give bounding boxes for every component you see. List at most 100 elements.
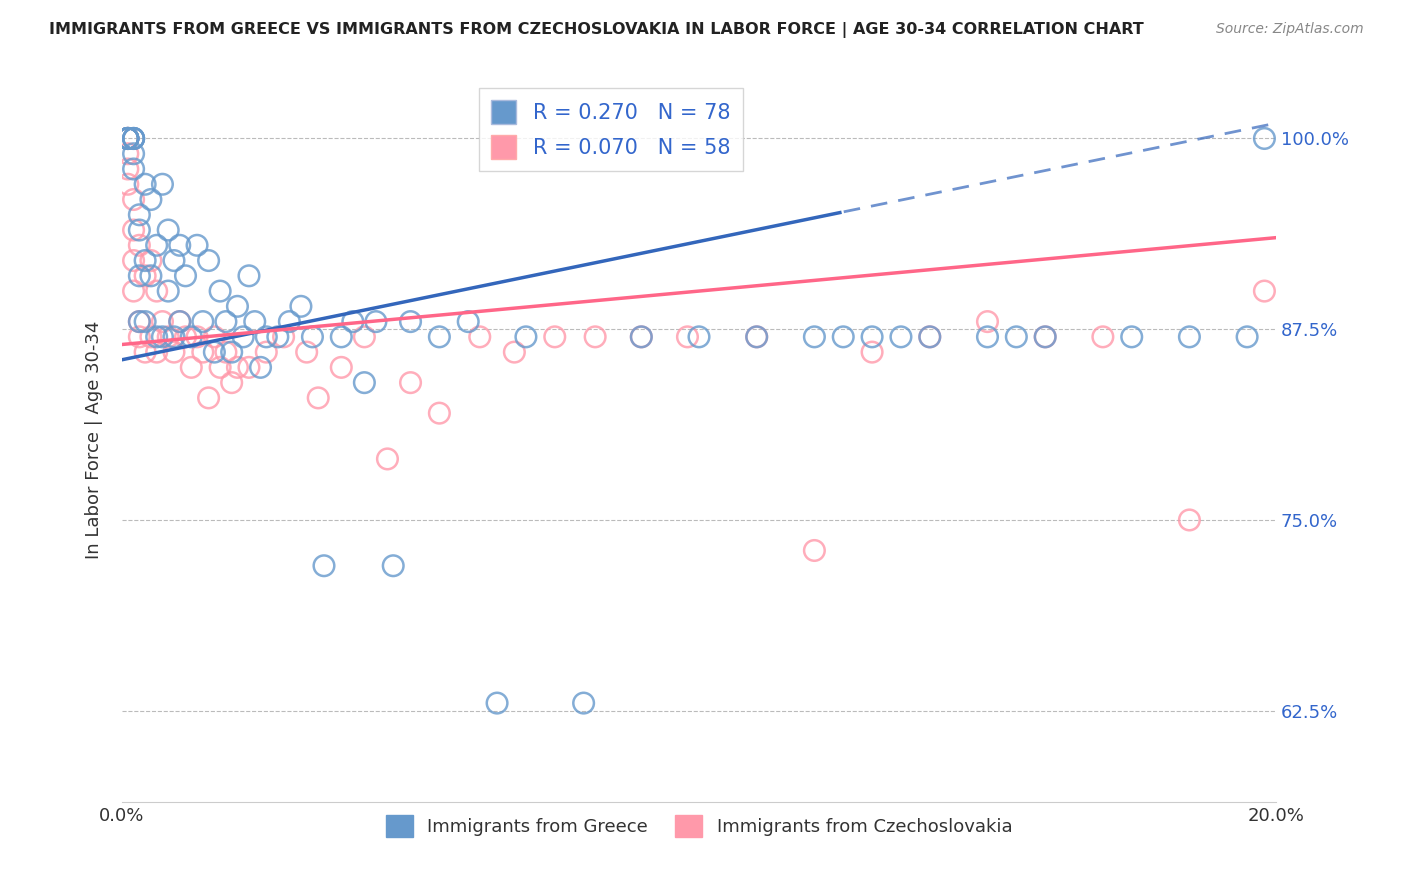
Point — [803, 330, 825, 344]
Point — [169, 238, 191, 252]
Point — [976, 315, 998, 329]
Point — [191, 345, 214, 359]
Point — [122, 131, 145, 145]
Point — [191, 315, 214, 329]
Point — [364, 315, 387, 329]
Point — [243, 315, 266, 329]
Point — [117, 131, 139, 145]
Point — [1121, 330, 1143, 344]
Point — [174, 330, 197, 344]
Point — [688, 330, 710, 344]
Point — [157, 223, 180, 237]
Point — [117, 131, 139, 145]
Point — [163, 345, 186, 359]
Point — [134, 315, 156, 329]
Point — [202, 330, 225, 344]
Point — [134, 268, 156, 283]
Point — [457, 315, 479, 329]
Point — [544, 330, 567, 344]
Point — [134, 345, 156, 359]
Point — [1091, 330, 1114, 344]
Point — [145, 345, 167, 359]
Point — [342, 315, 364, 329]
Point — [122, 161, 145, 176]
Point — [221, 345, 243, 359]
Point — [399, 376, 422, 390]
Point — [128, 238, 150, 252]
Point — [301, 330, 323, 344]
Point — [128, 208, 150, 222]
Point — [221, 376, 243, 390]
Point — [307, 391, 329, 405]
Point — [267, 330, 290, 344]
Point — [427, 406, 450, 420]
Point — [238, 360, 260, 375]
Point — [503, 345, 526, 359]
Point — [572, 696, 595, 710]
Point — [197, 253, 219, 268]
Point — [117, 131, 139, 145]
Point — [128, 315, 150, 329]
Point — [202, 345, 225, 359]
Point — [918, 330, 941, 344]
Point — [122, 223, 145, 237]
Point — [676, 330, 699, 344]
Point — [215, 345, 238, 359]
Point — [152, 330, 174, 344]
Point — [1178, 330, 1201, 344]
Point — [890, 330, 912, 344]
Point — [377, 451, 399, 466]
Point — [290, 299, 312, 313]
Point — [1033, 330, 1056, 344]
Point — [860, 330, 883, 344]
Point — [122, 284, 145, 298]
Point — [117, 146, 139, 161]
Point — [1178, 513, 1201, 527]
Point — [134, 253, 156, 268]
Point — [1253, 284, 1275, 298]
Point — [273, 330, 295, 344]
Point — [128, 330, 150, 344]
Y-axis label: In Labor Force | Age 30-34: In Labor Force | Age 30-34 — [86, 320, 103, 559]
Point — [630, 330, 652, 344]
Point — [152, 178, 174, 192]
Text: IMMIGRANTS FROM GREECE VS IMMIGRANTS FROM CZECHOSLOVAKIA IN LABOR FORCE | AGE 30: IMMIGRANTS FROM GREECE VS IMMIGRANTS FRO… — [49, 22, 1144, 38]
Point — [249, 360, 271, 375]
Point — [180, 360, 202, 375]
Point — [174, 268, 197, 283]
Point — [1005, 330, 1028, 344]
Point — [152, 315, 174, 329]
Point — [139, 268, 162, 283]
Point — [382, 558, 405, 573]
Point — [117, 131, 139, 145]
Point — [468, 330, 491, 344]
Point — [254, 330, 277, 344]
Point — [399, 315, 422, 329]
Point — [1033, 330, 1056, 344]
Point — [169, 315, 191, 329]
Point — [139, 193, 162, 207]
Point — [128, 315, 150, 329]
Point — [745, 330, 768, 344]
Point — [186, 238, 208, 252]
Point — [745, 330, 768, 344]
Point — [197, 391, 219, 405]
Point — [117, 131, 139, 145]
Point — [117, 131, 139, 145]
Legend: Immigrants from Greece, Immigrants from Czechoslovakia: Immigrants from Greece, Immigrants from … — [378, 807, 1019, 844]
Point — [134, 178, 156, 192]
Point — [254, 345, 277, 359]
Point — [122, 131, 145, 145]
Point — [238, 268, 260, 283]
Point — [122, 193, 145, 207]
Point — [122, 253, 145, 268]
Point — [232, 330, 254, 344]
Point — [117, 131, 139, 145]
Point — [312, 558, 335, 573]
Point — [157, 284, 180, 298]
Point — [128, 268, 150, 283]
Point — [330, 330, 353, 344]
Point — [803, 543, 825, 558]
Point — [180, 330, 202, 344]
Point — [139, 253, 162, 268]
